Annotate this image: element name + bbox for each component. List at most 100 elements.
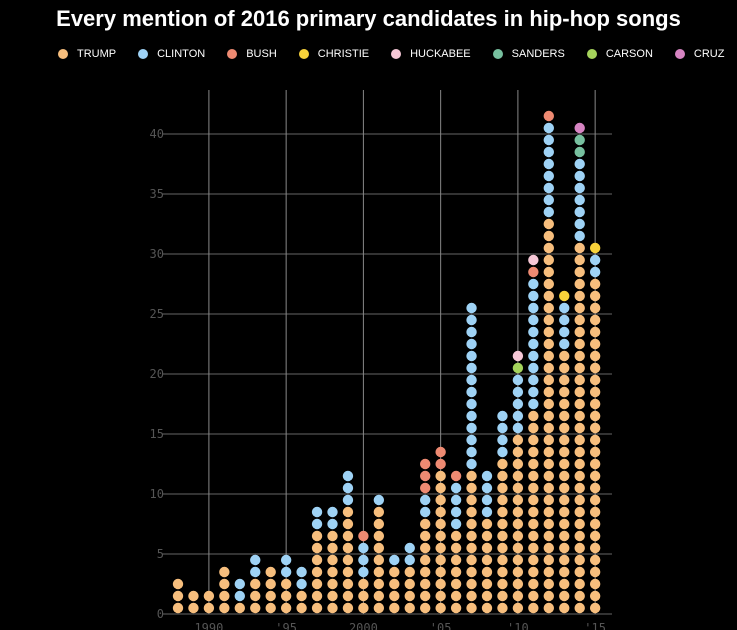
mention-dot [497, 518, 508, 530]
mention-dot [589, 362, 601, 374]
legend-label: CHRISTIE [317, 48, 370, 60]
mention-dot [373, 590, 385, 602]
mention-dot [342, 506, 354, 518]
mention-dot [559, 398, 570, 410]
mention-dot [466, 374, 477, 386]
mention-dot [543, 242, 554, 254]
mention-dot [404, 554, 415, 566]
mention-dot [466, 590, 477, 602]
legend-item-cruz: CRUZ [674, 48, 724, 60]
mention-dot [528, 602, 539, 614]
mention-dot [404, 542, 415, 554]
mention-dot [574, 434, 585, 446]
mention-dot [497, 410, 508, 422]
mention-dot [528, 302, 539, 314]
mention-dot [589, 254, 601, 266]
mention-dot [389, 578, 400, 590]
mention-dot [311, 542, 323, 554]
mention-dot [528, 386, 539, 398]
mention-dot [559, 434, 570, 446]
y-tick-label: 40 [150, 127, 164, 141]
mention-dot [389, 554, 400, 566]
mention-dot [512, 458, 524, 470]
mention-dot [373, 506, 385, 518]
mention-dot [358, 554, 369, 566]
mention-dot [404, 590, 415, 602]
mention-dot [450, 590, 462, 602]
mention-dot [497, 482, 508, 494]
mention-dot [311, 578, 323, 590]
mention-dot [574, 242, 585, 254]
mention-dot [512, 434, 524, 446]
mention-dot [574, 122, 585, 134]
legend-swatch [138, 49, 149, 59]
mention-dot [528, 374, 539, 386]
mention-dot [543, 494, 554, 506]
mention-dot [327, 518, 338, 530]
mention-dot [574, 146, 585, 158]
mention-dot [280, 554, 292, 566]
mention-dot [559, 506, 570, 518]
mention-dot [543, 578, 554, 590]
mention-dot [435, 578, 446, 590]
mention-dot [466, 530, 477, 542]
mention-dot [574, 542, 585, 554]
mention-dot [234, 602, 245, 614]
y-tick-label: 20 [150, 367, 164, 381]
legend-item-christie: CHRISTIE [298, 48, 370, 60]
mention-dot [574, 518, 585, 530]
y-tick-label: 0 [157, 607, 164, 621]
mention-dot [543, 542, 554, 554]
mention-dot [466, 494, 477, 506]
mention-dot [589, 242, 601, 254]
mention-dot [559, 602, 570, 614]
mention-dot [574, 530, 585, 542]
mention-dot [574, 182, 585, 194]
legend-item-huckabee: HUCKABEE [391, 48, 471, 60]
mention-dot [528, 290, 539, 302]
mention-dot [466, 410, 477, 422]
mention-dot [574, 338, 585, 350]
mention-dot [466, 386, 477, 398]
mention-dot [466, 398, 477, 410]
mention-dot [497, 458, 508, 470]
mention-dot [296, 590, 307, 602]
mention-dot [311, 518, 323, 530]
mention-dot [435, 506, 446, 518]
mention-dot [528, 530, 539, 542]
mention-dot [512, 362, 524, 374]
mention-dot [589, 302, 601, 314]
mention-dot [574, 566, 585, 578]
mention-dot [559, 350, 570, 362]
mention-dot [342, 578, 354, 590]
mention-dot [559, 518, 570, 530]
legend-label: TRUMP [77, 48, 117, 60]
x-tick-label: '10 [507, 621, 529, 630]
mention-dot [450, 482, 462, 494]
legend-label: BUSH [246, 48, 277, 60]
mention-dot [512, 602, 524, 614]
mention-dot [327, 602, 338, 614]
mention-dot [450, 470, 462, 482]
mention-dot [420, 530, 431, 542]
mention-dot [528, 314, 539, 326]
mention-dot [543, 278, 554, 290]
mention-dot [543, 506, 554, 518]
mention-dot [234, 578, 245, 590]
mention-dot [466, 362, 477, 374]
mention-dot [420, 518, 431, 530]
mention-dot [589, 446, 601, 458]
mention-dot [574, 482, 585, 494]
mention-dot [574, 134, 585, 146]
mention-dot [528, 494, 539, 506]
legend-item-bush: BUSH [227, 48, 277, 60]
mention-dot [589, 374, 601, 386]
mention-dot [327, 554, 338, 566]
mention-dot [481, 566, 493, 578]
mention-dot [512, 374, 524, 386]
mention-dot [342, 470, 354, 482]
mention-dot [589, 458, 601, 470]
mention-dot [420, 554, 431, 566]
mention-dot [528, 482, 539, 494]
mention-dot [528, 578, 539, 590]
